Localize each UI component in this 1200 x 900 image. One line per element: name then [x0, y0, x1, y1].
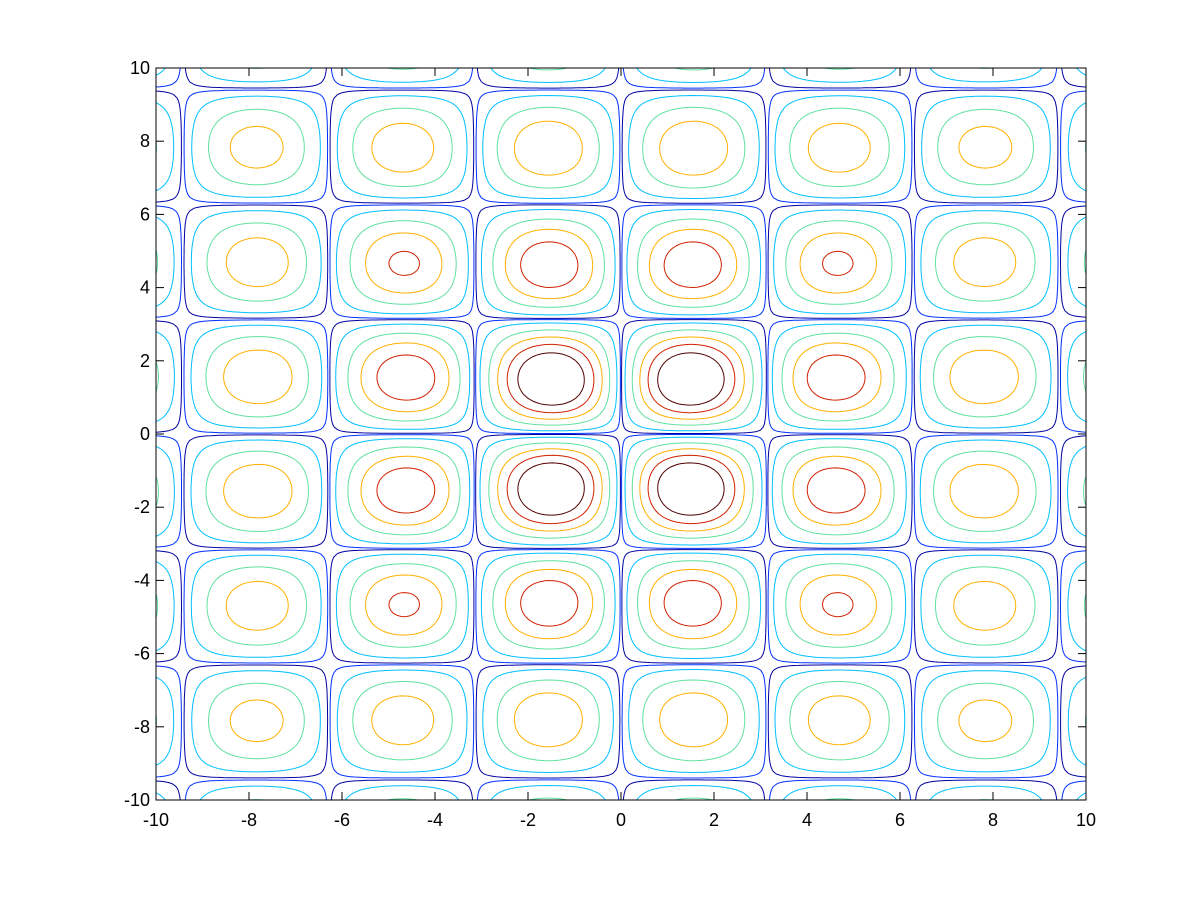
- contour-line-positive: [376, 241, 866, 627]
- y-tick-label: -8: [134, 717, 150, 737]
- x-tick-label: 4: [802, 810, 812, 830]
- x-tick-label: -4: [427, 810, 443, 830]
- x-tick-label: -2: [520, 810, 536, 830]
- contour-line-zero: [155, 67, 1087, 801]
- contour-line-negative: [155, 67, 1087, 801]
- x-tick-label: -10: [143, 810, 169, 830]
- contour-line-negative: [517, 352, 725, 516]
- x-tick-label: 8: [988, 810, 998, 830]
- contour-line-negative: [376, 241, 866, 627]
- y-tick-label: 0: [140, 424, 150, 444]
- x-tick-label: 2: [709, 810, 719, 830]
- x-axis: -10 -8 -6 -4 -2 0 2 4 6 8 10: [143, 68, 1096, 830]
- contour-line-positive: [517, 352, 725, 516]
- contour-line-positive: [223, 120, 1019, 748]
- x-tick-label: 10: [1076, 810, 1096, 830]
- contour-line-negative: [223, 120, 1019, 748]
- x-tick-label: -8: [241, 810, 257, 830]
- x-tick-label: 6: [895, 810, 905, 830]
- contour-line-zero: [155, 67, 1087, 801]
- y-tick-label: 8: [140, 131, 150, 151]
- y-tick-label: -10: [124, 790, 150, 810]
- y-tick-label: 2: [140, 351, 150, 371]
- x-tick-label: 0: [616, 810, 626, 830]
- y-tick-label: 10: [130, 58, 150, 78]
- x-tick-label: -6: [334, 810, 350, 830]
- y-tick-label: -2: [134, 497, 150, 517]
- y-axis: 10 8 6 4 2 0 -2 -4 -6 -8 -10: [124, 58, 1086, 810]
- y-tick-label: -4: [134, 570, 150, 590]
- y-tick-label: -6: [134, 644, 150, 664]
- contour-lines: [155, 67, 1087, 801]
- y-tick-label: 4: [140, 278, 150, 298]
- contour-line-positive: [155, 67, 1087, 801]
- y-tick-label: 6: [140, 204, 150, 224]
